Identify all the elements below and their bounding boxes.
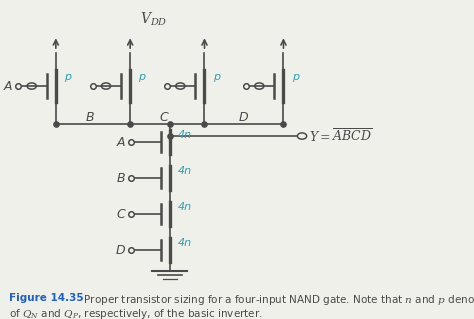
Text: 4n: 4n xyxy=(178,202,192,212)
Text: 4n: 4n xyxy=(178,130,192,140)
Text: B: B xyxy=(85,111,94,124)
Text: C: C xyxy=(116,208,125,221)
Text: $V_{DD}$: $V_{DD}$ xyxy=(140,11,167,28)
Text: D: D xyxy=(238,111,248,124)
Text: p: p xyxy=(213,72,220,82)
Text: of $Q_N$ and $Q_P$, respectively, of the basic inverter.: of $Q_N$ and $Q_P$, respectively, of the… xyxy=(9,307,263,319)
Text: C: C xyxy=(160,111,168,124)
Text: D: D xyxy=(116,244,125,257)
Text: 4n: 4n xyxy=(178,166,192,176)
Text: A: A xyxy=(4,79,13,93)
Text: $Y = \overline{ABCD}$: $Y = \overline{ABCD}$ xyxy=(309,128,372,145)
Text: A: A xyxy=(117,136,125,149)
Text: p: p xyxy=(64,72,71,82)
Text: p: p xyxy=(138,72,146,82)
Text: B: B xyxy=(117,172,125,185)
Text: Proper transistor sizing for a four-input NAND gate. Note that $n$ and $p$ denot: Proper transistor sizing for a four-inpu… xyxy=(77,293,474,307)
Text: 4n: 4n xyxy=(178,238,192,248)
Text: Figure 14.35: Figure 14.35 xyxy=(9,293,84,303)
Text: p: p xyxy=(292,72,299,82)
